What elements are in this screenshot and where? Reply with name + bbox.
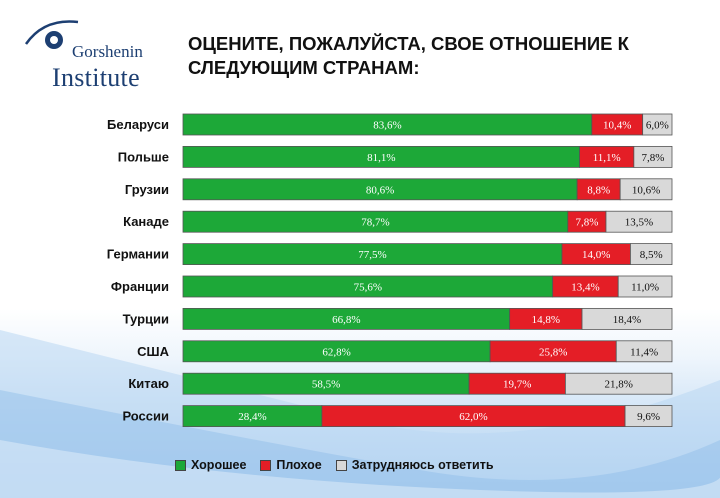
category-label: Турции [123, 311, 169, 326]
category-label: Германии [107, 247, 169, 262]
bar-segment-unsure [605, 210, 673, 233]
data-label: 62,0% [459, 411, 487, 423]
data-label: 18,4% [613, 314, 641, 326]
logo-institute: Institute [52, 63, 140, 92]
data-label: 28,4% [238, 411, 266, 423]
logo: Gorshenin Institute [22, 14, 162, 92]
data-label: 8,5% [640, 249, 663, 261]
data-label: 14,8% [532, 314, 560, 326]
category-label: Беларуси [107, 117, 169, 132]
bar-segment-unsure [624, 405, 673, 428]
legend-label-unsure: Затрудняюсь ответить [351, 458, 494, 472]
data-label: 13,4% [571, 282, 599, 294]
legend-item-bad: Плохое [260, 458, 322, 472]
bar-segment-unsure [630, 243, 673, 266]
data-label: 21,8% [604, 379, 632, 391]
data-label: 66,8% [332, 314, 360, 326]
bar-segment-unsure [617, 275, 673, 298]
category-label: США [137, 344, 169, 359]
data-label: 6,0% [646, 120, 669, 132]
data-label: 78,7% [361, 217, 389, 229]
logo-name: Gorshenin [72, 42, 143, 61]
data-label: 25,8% [539, 346, 567, 358]
bar-segment-unsure [581, 307, 673, 330]
data-label: 10,4% [603, 120, 631, 132]
bar-segment-unsure [633, 145, 673, 168]
legend-item-unsure: Затрудняюсь ответить [335, 458, 494, 472]
data-label: 11,4% [630, 346, 658, 358]
data-label: 58,5% [312, 379, 340, 391]
category-label: Франции [111, 279, 169, 294]
chart-title: ОЦЕНИТЕ, ПОЖАЛУЙСТА, СВОЕ ОТНОШЕНИЕ К СЛ… [188, 33, 629, 78]
legend-swatch-bad [260, 459, 272, 471]
bar-segment-unsure [615, 340, 673, 363]
legend: Хорошее Плохое Затрудняюсь ответить [175, 458, 494, 472]
data-label: 81,1% [367, 152, 395, 164]
data-label: 7,8% [641, 152, 664, 164]
legend-swatch-unsure [335, 459, 347, 471]
data-label: 19,7% [503, 379, 531, 391]
data-label: 62,8% [322, 346, 350, 358]
data-label: 11,0% [631, 282, 659, 294]
data-label: 77,5% [358, 249, 386, 261]
data-label: 11,1% [593, 152, 621, 164]
data-label: 83,6% [373, 120, 401, 132]
data-label: 9,6% [637, 411, 660, 423]
category-label: Канаде [123, 214, 169, 229]
category-label: Грузии [125, 182, 169, 197]
legend-label-good: Хорошее [191, 458, 247, 472]
legend-swatch-good [175, 459, 186, 471]
bar-segment-unsure [564, 372, 673, 395]
bar-segment-unsure [619, 178, 673, 201]
data-label: 7,8% [575, 217, 598, 229]
category-label: Китаю [128, 376, 169, 391]
category-label: Польше [118, 149, 169, 164]
data-label: 75,6% [354, 282, 382, 294]
data-label: 13,5% [625, 217, 653, 229]
bar-segment-unsure [642, 113, 673, 136]
category-label: России [122, 409, 169, 424]
legend-label-bad: Плохое [276, 458, 322, 472]
data-label: 8,8% [587, 184, 610, 196]
data-label: 80,6% [366, 184, 394, 196]
eye-logo-icon [24, 20, 79, 49]
data-label: 10,6% [632, 184, 660, 196]
legend-item-good: Хорошее [175, 458, 246, 472]
data-label: 14,0% [582, 249, 610, 261]
